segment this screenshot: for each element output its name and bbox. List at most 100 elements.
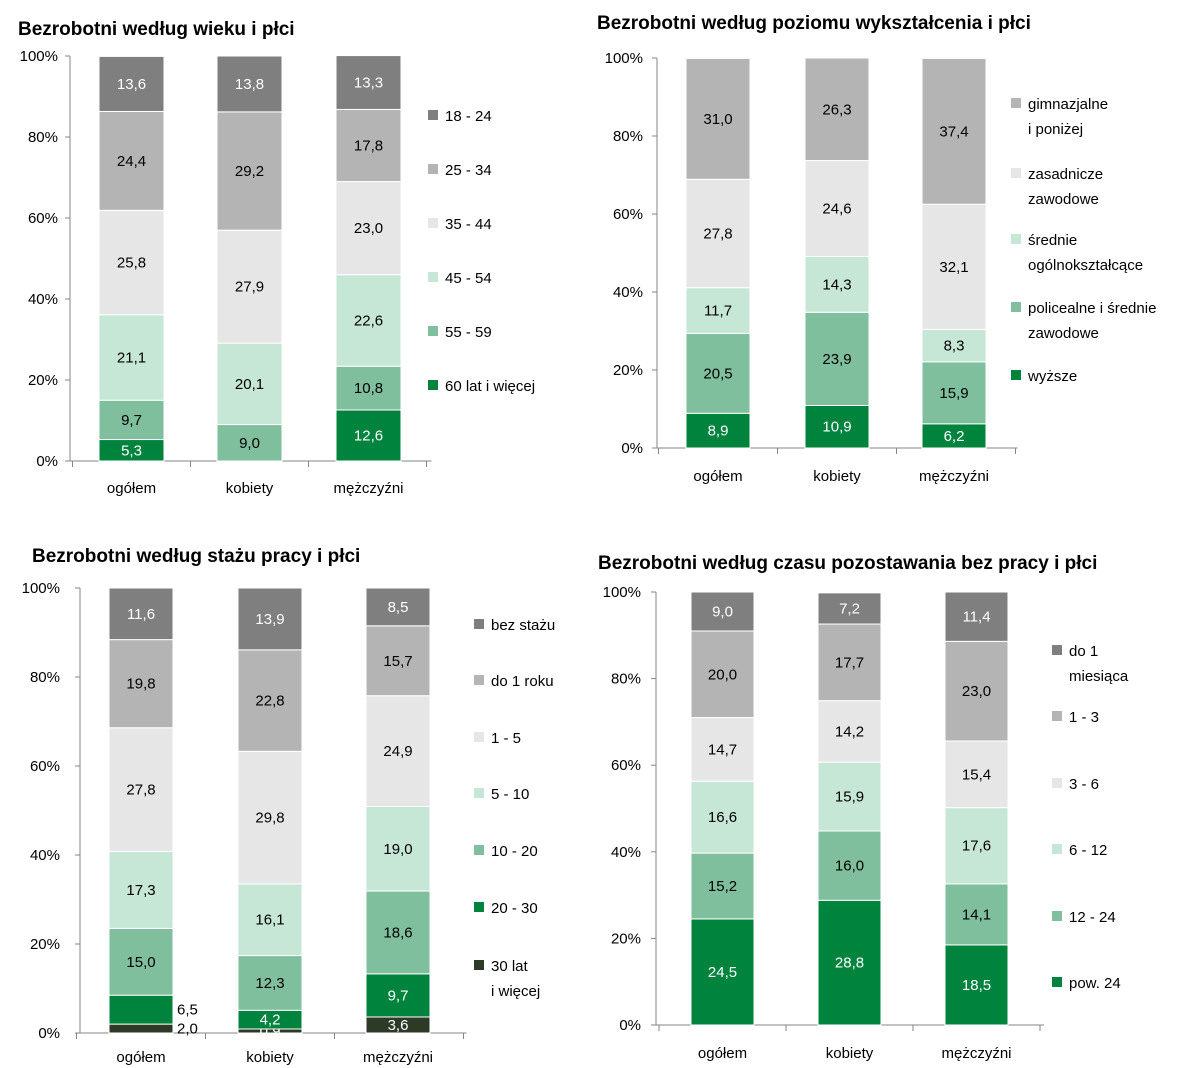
data-label: 32,1 [939,259,968,276]
legend-swatch [1052,844,1062,854]
bar-segment [944,740,1009,809]
bar-segment [216,229,283,344]
legend-label: średnie [1028,232,1077,249]
legend-swatch [474,788,484,798]
legend-label: policealne i średnie [1028,300,1156,317]
data-label: 8,9 [708,423,729,440]
y-tick-label: 60% [28,210,58,227]
y-tick-label: 20% [613,362,643,379]
data-label: 27,8 [703,226,732,243]
data-label: 3,6 [388,1017,409,1034]
bar-segment [335,55,402,110]
data-label: 15,0 [126,954,155,971]
bar-segment [335,181,402,276]
legend-label: 5 - 10 [491,786,529,803]
data-label: 16,1 [255,912,284,929]
data-label: 7,2 [839,600,860,617]
data-label: 15,2 [708,878,737,895]
bar-segment [690,591,755,632]
data-label: 6,2 [944,428,965,445]
legend-swatch [1052,977,1062,987]
legend-swatch [428,326,438,336]
chart-title-unemployment-duration: Bezrobotni według czasu pozostawania bez… [598,553,1097,574]
data-label: 17,7 [835,654,864,671]
data-label: 20,0 [708,666,737,683]
bar-segment [108,850,174,929]
legend-label: gimnazjalne [1028,96,1108,113]
bar-segment [98,209,165,316]
bar-segment [817,899,882,1026]
y-tick-label: 40% [30,847,60,864]
legend-label: 20 - 30 [491,900,538,917]
y-tick-label: 60% [613,206,643,223]
y-tick-label: 40% [611,844,641,861]
data-label: 11,7 [704,303,732,320]
data-label: 14,2 [835,723,864,740]
data-label: 17,8 [354,138,383,155]
category-label: mężczyźni [333,480,403,497]
chart-title-seniority: Bezrobotni według stażu pracy i płci [32,546,360,567]
bar-segment [944,640,1009,742]
legend-label: 12 - 24 [1069,909,1116,926]
data-label: 13,3 [354,75,383,92]
legend-label: 35 - 44 [445,216,492,233]
legend-label: 60 lat i więcej [445,378,535,395]
category-label: ogółem [698,1045,747,1062]
y-tick-label: 80% [613,128,643,145]
data-label: 20,5 [703,365,732,382]
legend-label: 45 - 54 [445,270,492,287]
data-label: 9,0 [239,435,260,452]
data-label: 23,0 [962,683,991,700]
bar-segment [685,178,751,289]
chart-age: 0% 20% 40% 60% 80% 100% ogółem kobiety mężczyźni… [20,48,535,497]
bar-segment [216,111,283,231]
category-label: kobiety [226,480,274,497]
data-label: 22,6 [354,312,383,329]
bar-segment [335,365,402,411]
legend-swatch [1011,168,1021,178]
bar-segment [804,404,870,449]
data-label: 11,4 [962,609,990,626]
bar-segment [108,1023,174,1034]
category-label: ogółem [107,480,156,497]
legend-label: 30 lat [491,958,529,975]
y-tick-label: 20% [611,930,641,947]
bar-segment [921,328,987,363]
bar-segment [804,160,870,258]
data-label: 13,9 [255,611,284,628]
legend-label: zasadnicze [1028,166,1103,183]
y-tick-label: 100% [605,50,643,67]
bar-segment [108,927,174,996]
legend-label: bez stażu [491,617,555,634]
legend-label: miesiąca [1069,668,1129,685]
data-label: 10,8 [354,380,383,397]
data-label: 25,8 [117,255,146,272]
legend-label: 3 - 6 [1069,776,1099,793]
data-label: 15,4 [962,766,991,783]
legend-swatch [428,380,438,390]
bar-segment [98,55,165,112]
y-tick-label: 80% [28,129,58,146]
data-label: 9,7 [121,412,142,429]
bar-segment [335,274,402,367]
bar-segment [365,805,431,892]
legend-swatch [474,960,484,970]
legend-swatch [428,110,438,120]
data-label: 20,1 [235,376,264,393]
legend-label: 25 - 34 [445,162,492,179]
y-tick-label: 80% [611,671,641,688]
data-label: 9,7 [388,987,409,1004]
legend-swatch [474,675,484,685]
y-tick-label: 60% [611,757,641,774]
data-label: 28,8 [835,955,864,972]
data-label: 24,4 [117,153,146,170]
data-label: 23,0 [354,220,383,237]
legend-label: do 1 roku [491,673,554,690]
bar-segment [216,424,283,462]
data-label: 6,5 [177,1002,198,1019]
legend-label: do 1 [1069,643,1098,660]
data-label: 27,8 [126,782,155,799]
bar-segment [944,944,1009,1026]
legend-swatch [474,619,484,629]
